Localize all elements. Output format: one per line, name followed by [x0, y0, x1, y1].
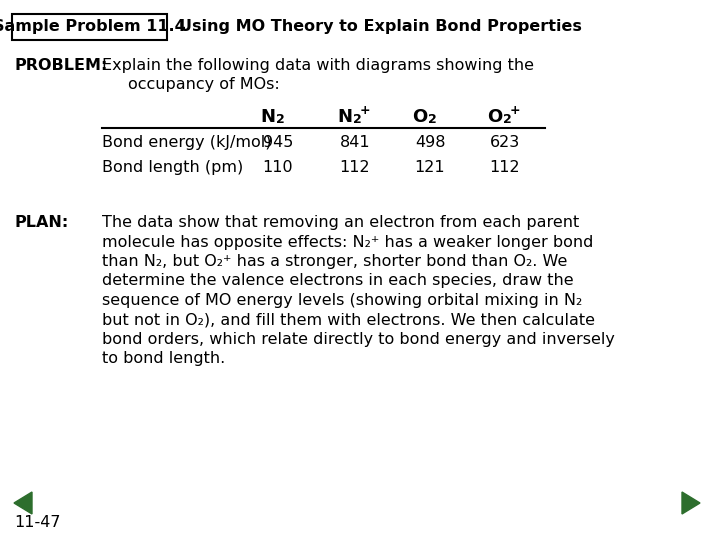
Text: occupancy of MOs:: occupancy of MOs: — [128, 77, 280, 92]
Text: 623: 623 — [490, 135, 520, 150]
Text: PROBLEM:: PROBLEM: — [14, 58, 107, 73]
Text: O: O — [412, 108, 427, 126]
Text: 945: 945 — [263, 135, 293, 150]
Text: molecule has opposite effects: N₂⁺ has a weaker longer bond: molecule has opposite effects: N₂⁺ has a… — [102, 234, 593, 249]
Text: than N₂, but O₂⁺ has a stronger, shorter bond than O₂. We: than N₂, but O₂⁺ has a stronger, shorter… — [102, 254, 567, 269]
Text: +: + — [510, 104, 521, 117]
Text: determine the valence electrons in each species, draw the: determine the valence electrons in each … — [102, 273, 574, 288]
Text: to bond length.: to bond length. — [102, 352, 225, 367]
Text: 841: 841 — [340, 135, 370, 150]
Text: sequence of MO energy levels (showing orbital mixing in N₂: sequence of MO energy levels (showing or… — [102, 293, 582, 308]
Text: but not in O₂), and fill them with electrons. We then calculate: but not in O₂), and fill them with elect… — [102, 313, 595, 327]
Text: 11-47: 11-47 — [14, 515, 60, 530]
Text: The data show that removing an electron from each parent: The data show that removing an electron … — [102, 215, 580, 230]
Polygon shape — [14, 492, 32, 514]
Text: Bond energy (kJ/mol): Bond energy (kJ/mol) — [102, 135, 271, 150]
Text: 2: 2 — [428, 113, 437, 126]
Text: 2: 2 — [353, 113, 361, 126]
Text: N: N — [337, 108, 352, 126]
Text: N: N — [260, 108, 275, 126]
Text: 2: 2 — [276, 113, 284, 126]
FancyBboxPatch shape — [12, 14, 167, 40]
Text: 498: 498 — [415, 135, 445, 150]
Text: +: + — [360, 104, 371, 117]
Polygon shape — [682, 492, 700, 514]
Text: Explain the following data with diagrams showing the: Explain the following data with diagrams… — [102, 58, 534, 73]
Text: 110: 110 — [263, 160, 293, 175]
Text: O: O — [487, 108, 502, 126]
Text: PLAN:: PLAN: — [14, 215, 68, 230]
Text: 112: 112 — [490, 160, 521, 175]
Text: Bond length (pm): Bond length (pm) — [102, 160, 243, 175]
Text: 121: 121 — [415, 160, 445, 175]
Text: Using MO Theory to Explain Bond Properties: Using MO Theory to Explain Bond Properti… — [179, 19, 582, 35]
Text: Sample Problem 11.4: Sample Problem 11.4 — [0, 19, 186, 35]
Text: 2: 2 — [503, 113, 512, 126]
Text: bond orders, which relate directly to bond energy and inversely: bond orders, which relate directly to bo… — [102, 332, 615, 347]
Text: 112: 112 — [340, 160, 370, 175]
